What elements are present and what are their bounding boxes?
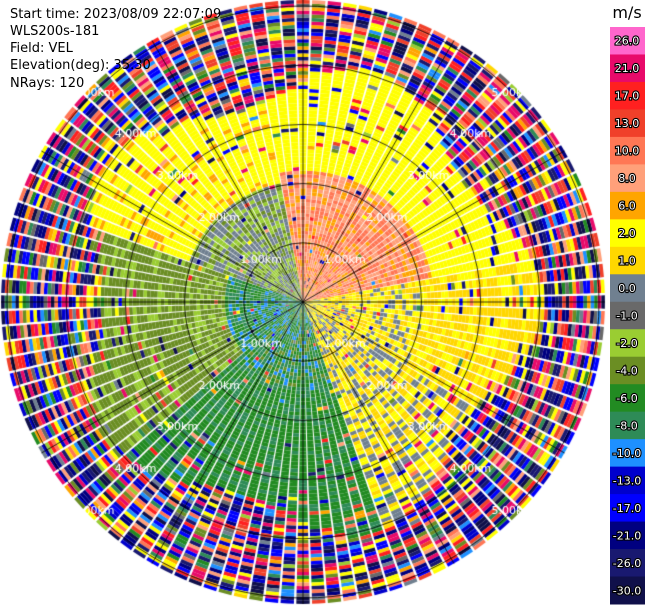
ppi-plot (0, 0, 608, 607)
colorbar-tick-label: -30.0 (613, 584, 641, 597)
colorbar-tick-label: 26.0 (615, 35, 640, 48)
colorbar-swatch (610, 466, 645, 495)
colorbar-tick-label: -1.0 (616, 310, 637, 323)
colorbar-swatch (610, 219, 645, 248)
colorbar-tick-label: -21.0 (613, 529, 641, 542)
colorbar-swatch (610, 576, 645, 605)
colorbar-tick-label: -2.0 (616, 337, 637, 350)
colorbar-swatch (610, 136, 645, 165)
colorbar-swatch (610, 27, 645, 55)
colorbar-tick-label: -26.0 (613, 557, 641, 570)
colorbar-swatch (610, 81, 645, 110)
colorbar-tick-label: 17.0 (615, 90, 640, 103)
colorbar-swatch (610, 274, 645, 303)
colorbar-tick-label: -8.0 (616, 419, 637, 432)
colorbar-swatch (610, 521, 645, 550)
colorbar: m/s 26.0 21.0 17.0 13.0 10.0 8.0 6.0 2.0 1.0 0.0 -1… (610, 3, 645, 605)
colorbar-tick-label: 2.0 (618, 227, 636, 240)
colorbar-swatch (610, 384, 645, 413)
colorbar-swatch (610, 246, 645, 275)
colorbar-tick-label: -10.0 (613, 447, 641, 460)
colorbar-tick-label: 6.0 (618, 200, 636, 213)
colorbar-tick-label: -6.0 (616, 392, 637, 405)
elevation-label: Elevation(deg): 35.30 (10, 58, 151, 73)
colorbar-swatch (610, 356, 645, 385)
colorbar-tick-label: -4.0 (616, 364, 637, 377)
colorbar-swatch (610, 494, 645, 523)
scan-info: Start time: 2023/08/09 22:07:09 WLS200s-… (10, 6, 221, 92)
colorbar-swatch (610, 109, 645, 138)
field-label: Field: VEL (10, 41, 73, 56)
colorbar-swatch (610, 549, 645, 578)
colorbar-tick-label: -13.0 (613, 474, 641, 487)
colorbar-tick-label: 21.0 (615, 62, 640, 75)
colorbar-unit: m/s (612, 3, 641, 22)
colorbar-swatch (610, 54, 645, 83)
start-time-label: Start time: 2023/08/09 22:07:09 (10, 7, 222, 22)
colorbar-swatch (610, 164, 645, 193)
colorbar-tick-label: 1.0 (618, 255, 636, 268)
instrument-label: WLS200s-181 (10, 24, 100, 39)
colorbar-tick-label: 0.0 (618, 282, 636, 295)
colorbar-tick-label: 8.0 (618, 172, 636, 185)
nrays-label: NRays: 120 (10, 76, 85, 91)
colorbar-swatch (610, 439, 645, 468)
colorbar-swatch (610, 301, 645, 330)
colorbar-swatch (610, 191, 645, 220)
colorbar-swatch (610, 411, 645, 440)
colorbar-tick-label: -17.0 (613, 502, 641, 515)
colorbar-tick-label: 10.0 (615, 145, 640, 158)
colorbar-tick-label: 13.0 (615, 117, 640, 130)
colorbar-swatch (610, 329, 645, 358)
